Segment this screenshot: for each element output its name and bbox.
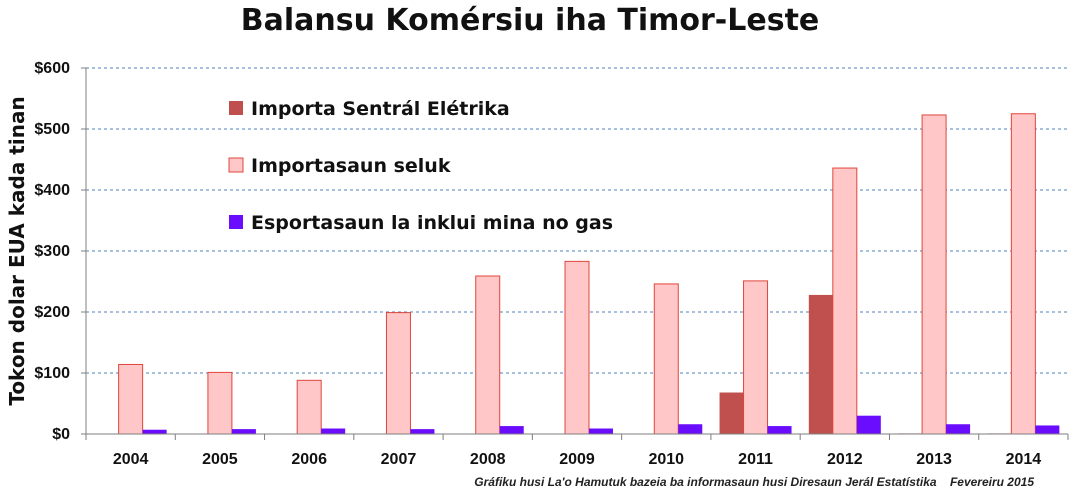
bar-2013-series-3 xyxy=(946,424,971,434)
bar-2004-series-2 xyxy=(118,363,144,435)
y-tick-label: $0 xyxy=(52,426,70,443)
legend: Importa Sentrál Elétrika Importasaun selu… xyxy=(228,98,613,234)
y-axis-label: Tokon dolar EUA kada tinan xyxy=(5,96,29,405)
bar-2012-series-2 xyxy=(832,167,858,435)
bar-2005-series-3 xyxy=(231,429,256,434)
bar-2014-series-2 xyxy=(1010,113,1036,435)
bar-2006-series-3 xyxy=(321,428,346,434)
bar-2007-series-3 xyxy=(410,429,435,434)
bars xyxy=(118,113,1060,435)
axes: $0 $100 $200 $300 $400 $500 $600 2004 2005 2006 20… xyxy=(34,60,1069,468)
bar-2005-series-2 xyxy=(207,371,233,435)
x-tick-label: 2013 xyxy=(916,451,952,468)
bar-2008-series-2 xyxy=(475,275,501,435)
chart-title: Balansu Komérsiu iha Timor-Leste xyxy=(241,3,820,38)
y-tick-label: $100 xyxy=(34,365,70,382)
y-tick-label: $200 xyxy=(34,304,70,321)
bar-2006-series-2 xyxy=(296,379,322,435)
bar-2012-series-1 xyxy=(808,294,833,434)
bar-2012-series-3 xyxy=(856,415,881,434)
legend-swatch xyxy=(229,101,243,115)
source-footnote: Gráfiku husi La'o Hamutuk bazeia ba info… xyxy=(474,475,1034,489)
legend-label: Importasaun seluk xyxy=(251,155,451,177)
bar-2011-series-1 xyxy=(719,392,744,434)
x-tick-label: 2012 xyxy=(827,451,863,468)
bar-2010-series-2 xyxy=(653,283,679,435)
x-tick-label: 2010 xyxy=(648,451,684,468)
bar-2008-series-3 xyxy=(499,426,524,434)
bar-2011-series-2 xyxy=(743,280,769,435)
y-tick-label: $500 xyxy=(34,121,70,138)
bar-2004-series-3 xyxy=(142,429,167,434)
x-tick-label: 2011 xyxy=(738,451,773,468)
bar-2013-series-2 xyxy=(921,114,947,435)
x-tick-label: 2008 xyxy=(470,451,506,468)
x-tick-label: 2009 xyxy=(559,451,595,468)
grid xyxy=(86,67,1068,374)
bar-2009-series-2 xyxy=(564,260,590,435)
y-tick-label: $400 xyxy=(34,182,70,199)
legend-swatch xyxy=(229,215,243,229)
legend-swatch xyxy=(228,157,244,173)
bar-2009-series-3 xyxy=(589,428,613,434)
legend-label: Esportasaun la inklui mina no gas xyxy=(251,212,613,234)
x-tick-label: 2007 xyxy=(381,451,417,468)
x-tick-label: 2005 xyxy=(202,451,238,468)
bar-2014-series-3 xyxy=(1035,425,1060,434)
bar-2007-series-2 xyxy=(385,312,411,435)
y-tick-label: $300 xyxy=(34,243,70,260)
x-tick-label: 2004 xyxy=(113,451,149,468)
x-tick-label: 2006 xyxy=(291,451,327,468)
bar-2010-series-3 xyxy=(678,424,703,434)
y-tick-label: $600 xyxy=(34,60,70,77)
x-tick-label: 2014 xyxy=(1006,451,1042,468)
bar-2011-series-3 xyxy=(767,426,792,434)
legend-label: Importa Sentrál Elétrika xyxy=(251,98,510,120)
